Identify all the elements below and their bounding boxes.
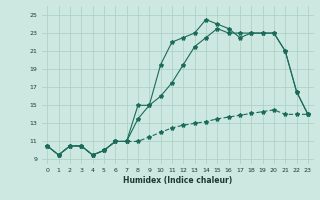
X-axis label: Humidex (Indice chaleur): Humidex (Indice chaleur) — [123, 176, 232, 185]
